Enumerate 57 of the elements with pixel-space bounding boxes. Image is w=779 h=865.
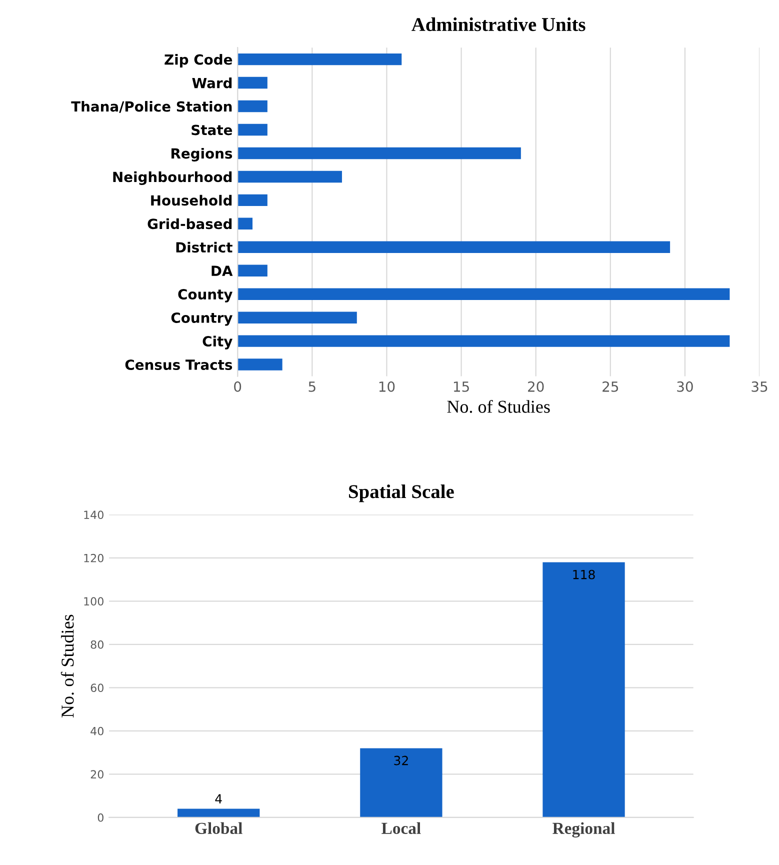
x-tick-label: 5	[308, 382, 316, 392]
bar	[238, 218, 253, 230]
bar	[238, 147, 521, 160]
bar	[238, 76, 268, 89]
bar	[238, 241, 670, 254]
bar	[238, 335, 730, 347]
x-axis-title: No. of Studies	[447, 400, 550, 413]
bar	[238, 124, 268, 136]
x-tick-label: Local	[382, 822, 421, 834]
y-tick-label: Country	[171, 312, 232, 326]
y-tick-label: 0	[98, 813, 104, 822]
y-tick-label: Thana/Police Station	[71, 100, 232, 113]
y-tick-label: County	[178, 289, 232, 302]
y-tick-label: Neighbourhood	[113, 171, 232, 185]
bar	[178, 808, 260, 818]
x-tick-label: 35	[752, 381, 768, 392]
y-tick-label: City	[202, 336, 232, 350]
y-tick-label: 100	[84, 597, 104, 606]
y-tick-label: 60	[90, 684, 104, 692]
y-tick-label: DA	[212, 266, 233, 276]
x-tick-label: 10	[379, 381, 395, 392]
x-tick-label: 0	[234, 381, 242, 392]
x-tick-label: 15	[454, 382, 469, 392]
y-tick-label: Census Tracts	[125, 360, 232, 370]
data-label: 118	[573, 570, 595, 580]
y-tick-label: 40	[90, 726, 104, 736]
y-axis-title: No. of Studies	[60, 614, 74, 718]
y-tick-label: State	[192, 124, 232, 136]
bar	[542, 562, 625, 818]
data-label: 4	[215, 794, 222, 804]
bar	[238, 358, 282, 370]
y-tick-label: Ward	[192, 78, 232, 88]
x-tick-label: Regional	[552, 822, 615, 838]
data-label: 32	[394, 756, 408, 766]
bar	[238, 100, 268, 112]
y-tick-label: 120	[84, 554, 104, 562]
bar	[238, 264, 268, 276]
chart-title: Administrative Units	[412, 17, 586, 32]
bar	[238, 170, 342, 183]
bar	[238, 53, 402, 66]
bar	[238, 288, 730, 300]
y-tick-label: Zip Code	[164, 54, 232, 68]
y-tick-label: Household	[151, 194, 232, 206]
x-tick-label: 25	[602, 381, 618, 392]
y-tick-label: Grid-based	[148, 218, 232, 230]
y-tick-label: Regions	[171, 148, 232, 162]
chart-title: Spatial Scale	[349, 484, 454, 502]
bar	[360, 748, 442, 818]
x-tick-label: Global	[195, 822, 242, 834]
y-tick-label: 80	[90, 640, 104, 649]
bar	[238, 194, 268, 206]
y-tick-label: District	[176, 242, 232, 253]
y-tick-label: 140	[84, 510, 104, 520]
bar	[238, 312, 357, 324]
x-tick-label: 20	[528, 381, 544, 392]
y-tick-label: 20	[90, 770, 104, 779]
x-tick-label: 30	[677, 381, 693, 392]
